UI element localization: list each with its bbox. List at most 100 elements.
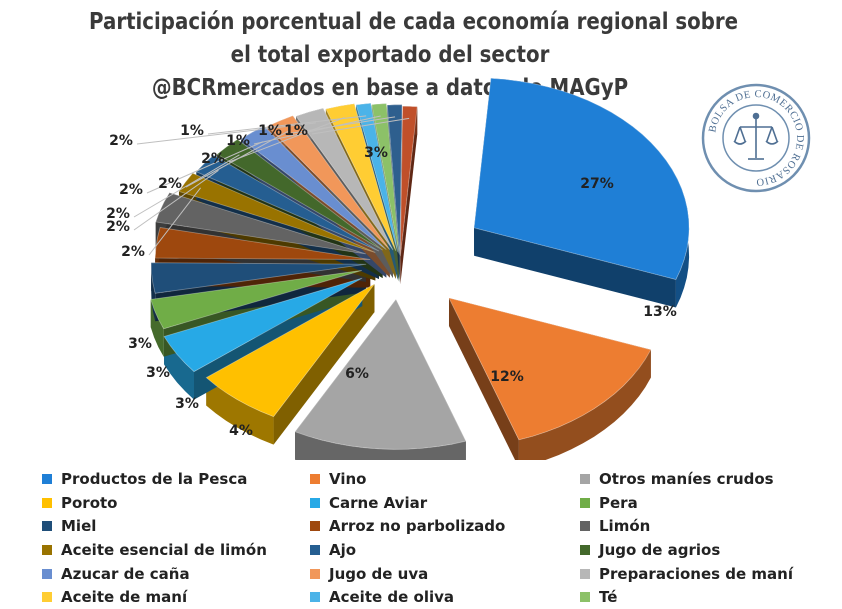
legend-label: Té	[599, 588, 618, 607]
legend-swatch	[42, 592, 52, 603]
legend-label: Productos de la Pesca	[61, 470, 248, 489]
legend-swatch	[310, 497, 320, 508]
pie-slice-tops	[150, 77, 690, 450]
label-leader-line	[311, 117, 410, 135]
legend-item: Té	[580, 586, 832, 609]
pie-slice	[295, 107, 394, 251]
legend-label: Vino	[329, 470, 367, 489]
legend-label: Aceite esencial de limón	[61, 541, 267, 560]
label-leader-line	[253, 115, 381, 145]
pie-slice	[205, 283, 375, 418]
slice-label: 2%	[201, 151, 225, 167]
legend-swatch	[580, 497, 590, 508]
slice-label: 13%	[643, 304, 677, 320]
slice-label: 2%	[109, 133, 133, 149]
legend-swatch	[42, 497, 52, 508]
slice-label: 2%	[106, 206, 130, 222]
slice-label: 2%	[158, 176, 182, 192]
slice-labels: 27%13%12%6%4%3%3%3%3%2%2%2%2% 2%2%2%1%1%1…	[106, 123, 677, 439]
legend-item: Aceite de oliva	[310, 586, 580, 609]
title-line-2: el total exportado del sector	[230, 42, 550, 68]
legend-label: Miel	[61, 517, 97, 536]
pie-slice	[150, 270, 362, 330]
slice-label: 27%	[580, 176, 614, 192]
legend-item: Jugo de uva	[310, 562, 580, 585]
slice-label: 1%	[258, 123, 282, 139]
legend-label: Aceite de maní	[61, 588, 188, 607]
legend-swatch	[310, 474, 320, 485]
legend-label: Poroto	[61, 493, 118, 512]
pie-slice	[386, 104, 403, 255]
slice-label: 2%	[119, 182, 143, 198]
pie-slice	[195, 154, 380, 252]
pie-slice	[178, 172, 376, 253]
legend-label: Pera	[599, 493, 638, 512]
pie-slice-wall-end	[400, 106, 418, 285]
slice-label: 2%	[106, 219, 130, 235]
legend-item: Ajo	[310, 539, 580, 562]
legend-swatch	[580, 568, 590, 579]
scales-icon	[733, 112, 779, 160]
label-leader-line	[207, 115, 367, 135]
pie-slice	[399, 105, 418, 257]
legend-item: Aceite esencial de limón	[42, 539, 310, 562]
legend-label: Otros maníes crudos	[599, 470, 774, 489]
pie-slice-wall-end	[399, 104, 402, 283]
slice-label: 1%	[180, 123, 204, 139]
legend-item: Productos de la Pesca	[42, 468, 310, 491]
legend-item: Carne Aviar	[310, 492, 580, 515]
pie-slice	[216, 138, 383, 251]
slice-label: 6%	[345, 366, 369, 382]
legend-swatch	[42, 568, 52, 579]
slice-label: 3%	[128, 336, 152, 352]
legend-swatch	[580, 474, 590, 485]
pie-slice	[154, 227, 371, 260]
legend-swatch	[310, 592, 320, 603]
legend-item: Poroto	[42, 492, 310, 515]
legend-label: Azucar de caña	[61, 564, 190, 583]
legend-swatch	[310, 545, 320, 556]
legend-item: Jugo de agrios	[580, 539, 832, 562]
legend-swatch	[42, 474, 52, 485]
label-leader-line	[146, 141, 264, 194]
legend-label: Carne Aviar	[329, 493, 428, 512]
legend-label: Jugo de agrios	[599, 541, 721, 560]
pie-slice	[266, 115, 391, 250]
label-leader-line	[148, 187, 201, 256]
legend-item: Vino	[310, 468, 580, 491]
pie-slice	[155, 192, 366, 255]
pie-slice	[163, 277, 363, 373]
label-leader-line	[228, 117, 345, 163]
pie-slice	[240, 125, 387, 250]
pie-chart: 27%13%12%6%4%3%3%3%3%2%2%2%2% 2%2%2%1%1%1…	[106, 77, 690, 460]
label-leader-line	[285, 116, 396, 135]
label-leader-line	[136, 122, 317, 145]
legend-item: Arroz no parbolizado	[310, 515, 580, 538]
pie-slice-side	[295, 431, 466, 460]
legend-item: Aceite de maní	[42, 586, 310, 609]
pie-slice	[448, 297, 652, 441]
pie-slice	[371, 103, 400, 254]
legend-label: Preparaciones de maní	[599, 564, 793, 583]
legend-item: Otros maníes crudos	[580, 468, 832, 491]
legend-item: Miel	[42, 515, 310, 538]
pie-slice	[355, 102, 399, 253]
pie-slice-side	[206, 377, 274, 445]
slice-label: 3%	[364, 145, 388, 161]
pie-slice	[473, 77, 690, 280]
pie-slice	[150, 262, 367, 294]
pie-slice-wall-end	[474, 227, 676, 308]
legend-label: Aceite de oliva	[329, 588, 455, 607]
slice-label: 1%	[226, 133, 250, 149]
label-leaders	[133, 115, 410, 256]
slice-label: 3%	[175, 396, 199, 412]
pie-slice	[294, 298, 467, 450]
legend-label: Ajo	[329, 541, 357, 560]
legend-swatch	[310, 521, 320, 532]
slice-label: 3%	[146, 365, 170, 381]
slice-label: 2%	[121, 244, 145, 260]
legend-swatch	[580, 521, 590, 532]
legend-swatch	[42, 545, 52, 556]
legend-item: Preparaciones de maní	[580, 562, 832, 585]
legend-item: Pera	[580, 492, 832, 515]
